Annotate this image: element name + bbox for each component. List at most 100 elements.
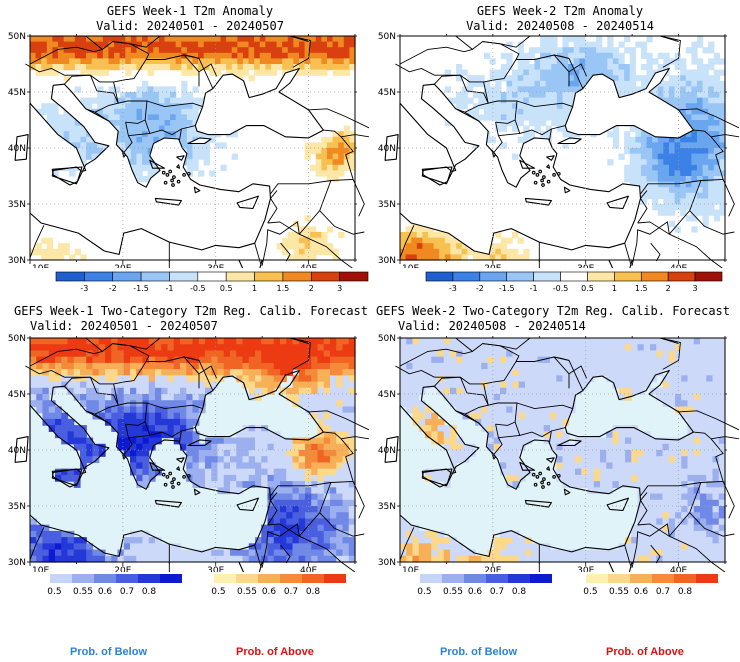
colorbar-swatch	[84, 271, 114, 282]
above-colorbar-label: 0.6	[262, 587, 277, 597]
coastlines	[384, 369, 694, 572]
lat-tick-label: 30N	[8, 558, 26, 568]
below-swatch	[464, 574, 486, 583]
colorbar-label: -0.5	[190, 284, 206, 293]
week2-anomaly-map: 50N 45N 40N 35N 30N 10E 20E 30E 40E	[378, 32, 740, 268]
map-field	[400, 36, 726, 268]
below-colorbar-label: 0.8	[512, 587, 527, 597]
colorbar-label: 1.5	[277, 284, 290, 293]
lon-tick-label: 30E	[207, 566, 224, 572]
below-colorbar-label: 0.5	[47, 587, 61, 597]
below-swatch	[508, 574, 530, 583]
colorbar-label: -1	[165, 284, 173, 293]
above-colorbar-label: 0.6	[634, 587, 649, 597]
colorbar-label: 2	[666, 284, 671, 293]
week2-anomaly-colorbar: -3 -2 -1.5 -1 -0.5 0.5 1 1.5 2 3	[425, 271, 723, 293]
gridlines	[400, 36, 725, 260]
lat-tick-label: 40N	[8, 144, 26, 154]
lon-tick-label: 20E	[484, 264, 501, 268]
below-swatch	[116, 574, 138, 583]
lon-tick-label: 40E	[670, 566, 687, 572]
colorbar-swatch	[640, 271, 669, 282]
colorbar-swatch	[282, 271, 312, 282]
lat-tick-label: 30N	[378, 558, 396, 568]
below-colorbar-label: 0.6	[98, 587, 113, 597]
below-colorbar-label: 0.7	[490, 587, 504, 597]
panel2-valid-text: Valid: 20240508 - 20240514	[466, 19, 654, 33]
week1-anomaly-colorbar: -3 -2 -1.5 -1 -0.5 0.5 1 1.5 2 3	[55, 271, 369, 293]
colorbar-swatch	[169, 271, 199, 282]
lat-tick-label: 40N	[8, 446, 26, 456]
above-colorbar-label: 0.8	[678, 587, 693, 597]
lat-tick-label: 45N	[378, 390, 396, 400]
lon-tick-label: 20E	[484, 566, 501, 572]
colorbar-swatch	[479, 271, 508, 282]
colorbar-label: 0.5	[220, 284, 233, 293]
colorbar-swatch	[339, 271, 369, 282]
above-swatch	[674, 574, 696, 583]
prob-below-label-right: Prob. of Below	[440, 646, 517, 658]
gridlines	[400, 338, 725, 562]
above-colorbar-label: 0.55	[609, 587, 629, 597]
above-colorbar-label: 0.7	[284, 587, 298, 597]
lat-tick-label: 50N	[378, 334, 396, 344]
country-borders	[25, 35, 370, 268]
below-swatch	[486, 574, 508, 583]
above-swatch	[630, 574, 652, 583]
lat-tick-label: 45N	[8, 390, 26, 400]
panel4-valid-text: Valid: 20240508 - 20240514	[398, 319, 586, 333]
lon-tick-label: 10E	[402, 264, 419, 268]
panel4-title: GEFS Week-2 Two-Category T2m Reg. Calib.…	[376, 304, 738, 334]
below-swatch	[50, 574, 72, 583]
lat-tick-label: 50N	[8, 32, 26, 42]
colorbar-label: -1	[530, 284, 538, 293]
colorbar-label: 3	[693, 284, 698, 293]
lon-tick-label: 20E	[114, 264, 131, 268]
colorbar-swatch	[55, 271, 85, 282]
lat-tick-label: 35N	[378, 200, 396, 210]
lat-tick-label: 30N	[378, 256, 396, 266]
lat-tick-label: 30N	[8, 256, 26, 266]
above-swatch	[236, 574, 258, 583]
below-swatch	[530, 574, 552, 583]
gridlines	[30, 338, 355, 562]
colorbar-label: -0.5	[553, 284, 569, 293]
colorbar-swatch	[587, 271, 615, 282]
panel3-title-text: GEFS Week-1 Two-Category T2m Reg. Calib.…	[14, 304, 369, 318]
colorbar-label: -1.5	[499, 284, 515, 293]
panel1-valid-text: Valid: 20240501 - 20240507	[96, 19, 284, 33]
week1-probability-map: 50N 45N 40N 35N 30N 10E 20E 30E 40E	[8, 334, 370, 572]
below-colorbar-label: 0.55	[443, 587, 463, 597]
above-swatch	[258, 574, 280, 583]
above-swatch	[280, 574, 302, 583]
panel4-title-text: GEFS Week-2 Two-Category T2m Reg. Calib.…	[376, 304, 731, 318]
panel3-title: GEFS Week-1 Two-Category T2m Reg. Calib.…	[14, 304, 369, 334]
colorbar-swatch	[560, 271, 588, 282]
lon-tick-label: 10E	[32, 566, 49, 572]
above-colorbar-label: 0.5	[211, 587, 225, 597]
colorbar-swatch	[533, 271, 561, 282]
lat-tick-label: 45N	[378, 88, 396, 98]
map-field	[30, 338, 356, 563]
panel1-title-text: GEFS Week-1 T2m Anomaly	[106, 4, 274, 18]
above-swatch	[608, 574, 630, 583]
week1-anomaly-map: 50N 45N 40N 35N 30N 10E 20E 30E 40E	[8, 32, 370, 268]
lon-tick-label: 30E	[207, 264, 224, 268]
above-swatch	[696, 574, 718, 583]
prob-above-label-left: Prob. of Above	[236, 646, 314, 658]
country-borders	[395, 35, 740, 268]
map-field	[400, 338, 726, 563]
colorbar-label: 1	[252, 284, 257, 293]
week1-prob-colorbars: 0.5 0.55 0.6 0.7 0.8 0.5 0.55 0.6 0.7 0.8	[47, 574, 346, 597]
lon-tick-label: 20E	[114, 566, 131, 572]
above-colorbar-label: 0.7	[656, 587, 670, 597]
colorbar-swatch	[225, 271, 255, 282]
lon-tick-label: 40E	[300, 566, 317, 572]
below-swatch	[72, 574, 94, 583]
lon-tick-label: 30E	[577, 566, 594, 572]
colorbar-swatch	[310, 271, 340, 282]
below-colorbar-label: 0.8	[142, 587, 157, 597]
below-swatch	[420, 574, 442, 583]
lon-tick-label: 30E	[577, 264, 594, 268]
week2-probability-map: 50N 45N 40N 35N 30N 10E 20E 30E 40E	[378, 334, 740, 572]
